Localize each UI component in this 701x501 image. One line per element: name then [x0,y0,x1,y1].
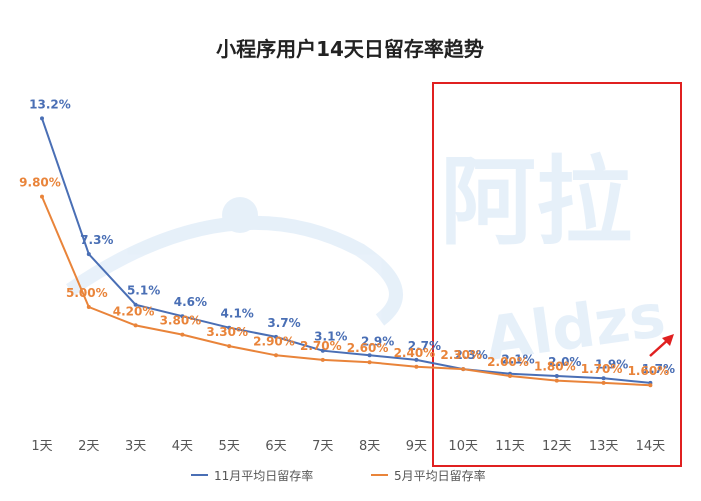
data-point [508,374,512,378]
data-point [320,348,325,353]
chart-title: 小程序用户14天日留存率趋势 [216,37,484,61]
x-tick-label: 8天 [359,439,380,454]
x-tick-label: 6天 [265,439,286,454]
x-tick-label: 5天 [219,439,240,454]
x-tick-label: 3天 [125,439,146,454]
data-point [86,305,91,309]
data-label: 13.2% [29,97,71,111]
data-label: 2.70% [300,339,342,353]
data-point [648,383,653,388]
data-label: 3.7% [267,316,300,330]
data-label: 3.30% [206,325,248,339]
data-label: 4.6% [174,295,207,309]
data-point [227,325,232,330]
data-label: 1.7% [642,362,675,376]
data-point [86,252,91,257]
x-tick-label: 7天 [312,439,333,454]
x-tick-label: 4天 [172,439,193,454]
data-point [40,194,44,199]
data-point [601,380,606,385]
data-label: 2.3% [455,348,488,362]
data-label: 2.0% [548,355,581,369]
data-point [461,367,466,372]
trend-arrow [649,334,674,357]
data-point [601,376,606,381]
x-tick-label: 2天 [78,439,99,454]
legend-item-may: 5月平均日留存率 [371,468,486,483]
legend-item-nov: 11月平均日留存率 [191,468,313,483]
highlight-box [432,82,682,467]
data-label: 2.7% [408,339,441,353]
data-label: 1.9% [595,357,628,371]
data-point [554,374,559,378]
data-label: 2.9% [361,334,394,348]
data-point [414,357,419,362]
data-label: 2.30% [440,348,482,362]
data-point [133,302,138,307]
data-label: 9.80% [19,176,61,190]
data-label: 1.60% [628,364,670,378]
data-point [320,357,325,362]
data-label: 2.40% [394,346,436,360]
data-label: 4.1% [221,307,254,321]
data-point [133,323,138,328]
data-label: 3.80% [160,314,202,328]
data-label: 7.3% [80,233,113,247]
series-line-0 [41,118,651,384]
data-point [180,332,185,337]
x-tick-label: 10天 [448,439,478,454]
data-label: 3.1% [314,330,347,344]
legend-label-may: 5月平均日留存率 [394,468,486,483]
data-point [227,344,232,349]
data-label: 2.60% [347,341,389,355]
data-point [554,378,559,383]
data-point [367,353,372,358]
data-label: 2.00% [487,355,529,369]
x-tick-label: 1天 [31,439,52,454]
data-point [40,116,44,121]
data-label: 1.70% [581,362,623,376]
x-tick-label: 13天 [589,439,619,454]
watermark-cn: 阿拉 [440,146,632,258]
data-label: 4.20% [113,304,155,318]
data-point [274,334,278,339]
x-tick-label: 14天 [636,439,666,454]
x-tick-label: 12天 [542,439,572,454]
data-point [274,353,278,358]
series-line-1 [41,196,651,387]
legend: 11月平均日留存率 5月平均日留存率 [191,468,486,483]
data-point [414,364,419,369]
data-label: 5.1% [127,284,160,298]
data-label: 5.00% [66,286,108,300]
data-label: 1.80% [534,360,576,374]
x-tick-label: 9天 [406,439,427,454]
data-label: 2.90% [253,334,295,348]
x-tick-label: 11天 [495,439,525,454]
data-label: 2.1% [501,353,534,367]
legend-label-nov: 11月平均日留存率 [214,468,313,483]
data-point [367,360,372,365]
data-point [180,314,185,319]
